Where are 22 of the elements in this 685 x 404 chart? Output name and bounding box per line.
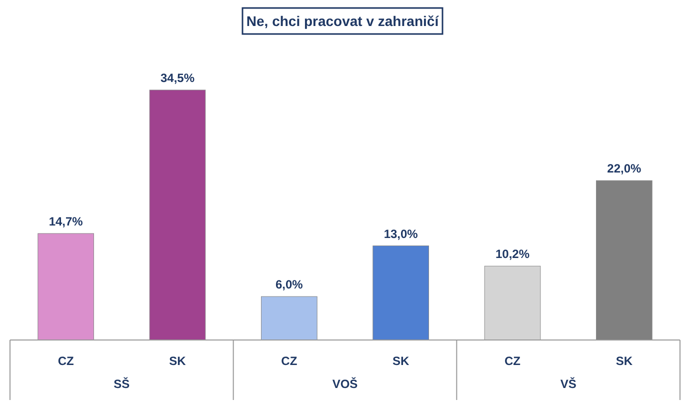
text: VOŠ [332, 377, 358, 391]
data-label: 14,7% [48, 214, 84, 228]
data-label: 13,0% [384, 226, 418, 241]
x-tick-label: CZ [58, 354, 74, 368]
data-label: 22,0% [607, 162, 642, 176]
data-label: 34,5% [160, 71, 195, 85]
data-label: 6,0% [275, 278, 304, 292]
bar [484, 266, 541, 340]
data-label: 10,2% [495, 247, 530, 262]
x-tick-label: CZ [281, 354, 298, 368]
chart-title: Ne, chci pracovat v zahraničí [246, 13, 440, 29]
bar [38, 233, 94, 340]
text: VŠ [560, 377, 576, 391]
x-tick-label: SK [169, 354, 186, 368]
bar [261, 296, 318, 340]
text: SŠ [114, 377, 130, 391]
bar [372, 246, 429, 340]
bar [149, 90, 206, 340]
x-tick-label: SK [616, 354, 633, 368]
x-tick-label: CZ [504, 354, 520, 368]
x-tick-label: SK [392, 354, 410, 368]
bar [596, 180, 652, 340]
